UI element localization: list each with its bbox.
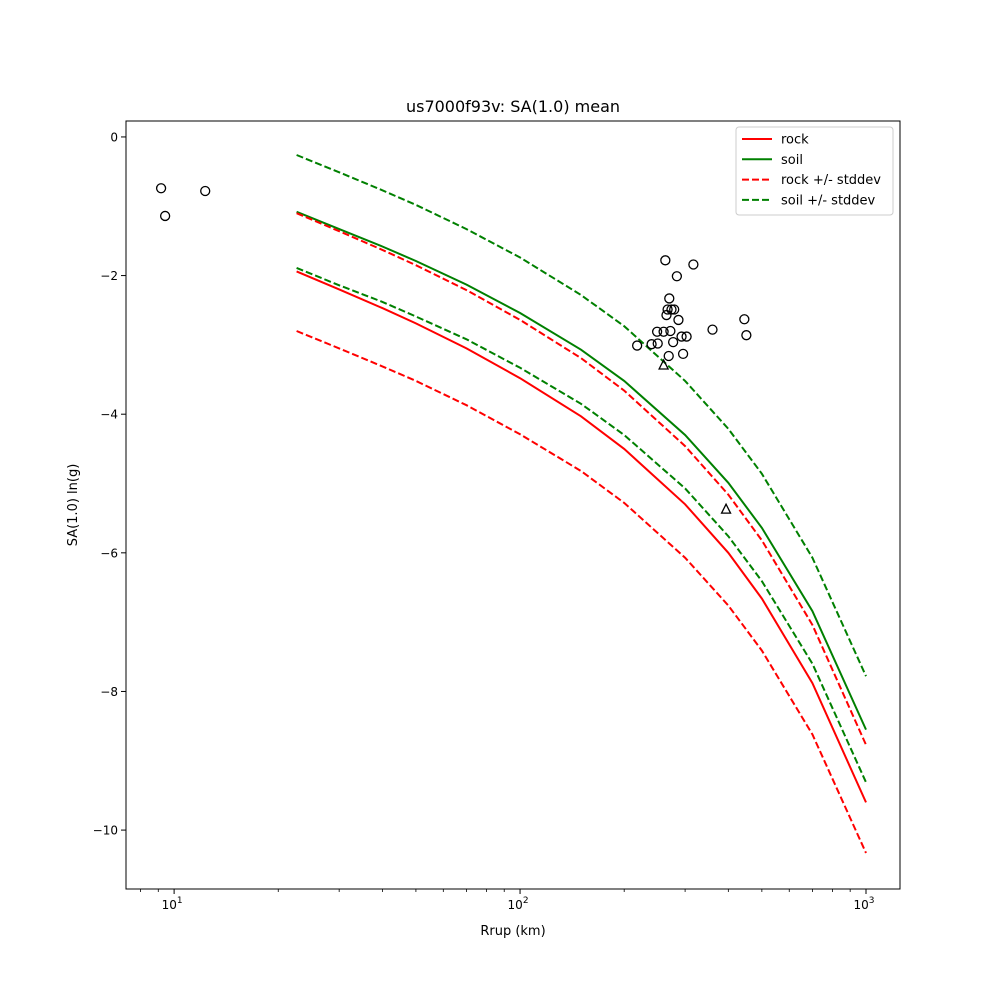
y-tick-label: −6 [100, 546, 118, 560]
plot-frame [125, 120, 901, 890]
observation-point [662, 304, 673, 315]
x-tick-label: 101 [162, 896, 183, 912]
axis-ticks: 101 102 103 0 −2 −4 −6 −8 −10 [93, 130, 875, 912]
observation-point [741, 330, 752, 341]
y-axis-label: SA(1.0) ln(g) [66, 464, 81, 547]
observation-point [631, 340, 643, 351]
observation-point [667, 336, 679, 348]
observation-point [652, 338, 663, 349]
series-line-rock-stddev-lower- [296, 330, 867, 854]
observation-triangle [658, 358, 670, 370]
observation-point [661, 309, 672, 321]
observation-point [646, 339, 657, 350]
observation-point [671, 271, 683, 282]
legend-box [735, 126, 894, 216]
series-line-soil-stddev-lower- [296, 266, 867, 783]
legend-label: soil [781, 153, 803, 168]
series-line-soil [296, 210, 867, 731]
observation-point [159, 210, 171, 222]
series-line-soil-stddev [296, 154, 867, 677]
legend-label: rock +/- stddev [781, 173, 881, 188]
y-tick-label: −8 [100, 685, 118, 699]
legend-label: rock [781, 133, 809, 148]
legend-label: soil +/- stddev [781, 193, 876, 208]
series-line-rock [296, 270, 867, 803]
observation-point [155, 183, 167, 194]
x-axis-label: Rrup (km) [480, 924, 545, 939]
observation-point [663, 350, 674, 362]
observation-point [681, 331, 692, 342]
observation-point [664, 293, 675, 304]
y-tick-label: 0 [110, 130, 118, 144]
observation-point [669, 304, 680, 315]
observation-point [665, 325, 676, 337]
observation-point [676, 331, 687, 342]
y-tick-label: −10 [93, 824, 118, 838]
observation-point [677, 348, 689, 360]
observation-point [200, 185, 211, 197]
observation-point [660, 255, 671, 266]
observation-point [707, 324, 718, 335]
observation-point [658, 326, 669, 337]
observation-point [688, 259, 699, 270]
x-tick-label: 103 [853, 896, 874, 912]
y-tick-label: −4 [100, 408, 118, 422]
chart-title: us7000f93v: SA(1.0) mean [406, 97, 620, 116]
legend: rock soil rock +/- stddev soil +/- stddev [735, 126, 894, 216]
observation-point [651, 326, 663, 337]
observation-point [739, 314, 750, 325]
x-tick-label: 102 [508, 896, 529, 912]
series-line-rock-stddev [296, 212, 867, 746]
observation-point [673, 314, 684, 326]
y-tick-label: −2 [100, 269, 118, 283]
plot-marks [155, 154, 867, 854]
observation-triangle [720, 502, 732, 514]
